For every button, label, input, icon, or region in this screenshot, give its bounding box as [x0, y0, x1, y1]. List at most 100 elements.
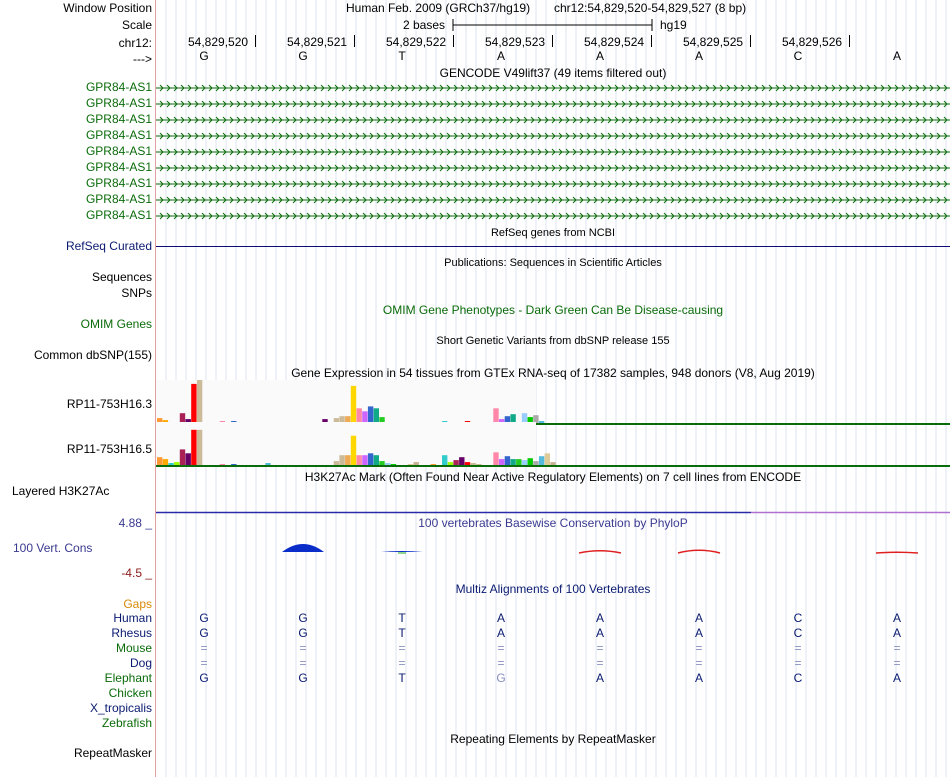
- gtex-tissue-bar[interactable]: [527, 417, 533, 423]
- species-label[interactable]: Dog: [129, 656, 152, 670]
- phylop-label[interactable]: 100 Vert. Cons: [13, 541, 93, 555]
- gtex-tissue-bar[interactable]: [476, 464, 482, 465]
- gtex-tissue-bar[interactable]: [533, 461, 539, 465]
- gencode-transcript-label[interactable]: GPR84-AS1: [85, 80, 152, 94]
- sequences-label[interactable]: Sequences: [91, 270, 152, 284]
- gtex-tissue-bar[interactable]: [544, 453, 550, 465]
- gencode-transcript-label[interactable]: GPR84-AS1: [85, 192, 152, 206]
- gtex-tissue-bar[interactable]: [162, 459, 169, 465]
- gtex-tissue-bar[interactable]: [162, 420, 169, 423]
- gtex-tissue-bar[interactable]: [379, 461, 385, 465]
- gtex-tissue-bar[interactable]: [390, 464, 397, 465]
- gtex-tissue-bar[interactable]: [157, 418, 163, 423]
- gtex-tissue-bar[interactable]: [356, 455, 362, 465]
- species-label[interactable]: Chicken: [108, 686, 152, 700]
- gencode-transcripts[interactable]: [156, 80, 950, 225]
- gtex-gene-label-2[interactable]: RP11-753H16.5: [66, 442, 152, 456]
- species-label[interactable]: Zebrafish: [101, 716, 152, 730]
- h3k27ac-label[interactable]: Layered H3K27Ac: [12, 484, 110, 498]
- gtex-tissue-bar[interactable]: [179, 449, 186, 465]
- gtex-tissue-bar[interactable]: [516, 459, 522, 465]
- gtex-tissue-bar[interactable]: [367, 453, 374, 465]
- gencode-transcript-label[interactable]: GPR84-AS1: [85, 128, 152, 142]
- dbsnp-label[interactable]: Common dbSNP(155): [33, 348, 152, 362]
- gtex-tissue-bar[interactable]: [333, 418, 340, 423]
- gtex-tissue-bar[interactable]: [196, 429, 203, 465]
- gtex-tissue-bar[interactable]: [504, 416, 511, 423]
- gencode-transcript-label[interactable]: GPR84-AS1: [85, 176, 152, 190]
- species-label[interactable]: Human: [113, 611, 152, 625]
- gtex-tissue-bar[interactable]: [407, 464, 414, 465]
- gtex-tissue-bar[interactable]: [373, 455, 379, 465]
- gencode-transcript-label[interactable]: GPR84-AS1: [85, 96, 152, 110]
- gtex-tissue-bar[interactable]: [504, 456, 511, 465]
- refseq-label[interactable]: RefSeq Curated: [65, 239, 152, 253]
- gtex-expression-chart[interactable]: [156, 380, 950, 470]
- gtex-tissue-bar[interactable]: [157, 457, 163, 465]
- gtex-tissue-bar[interactable]: [191, 383, 197, 423]
- phylop-track[interactable]: [156, 530, 950, 575]
- gtex-tissue-bar[interactable]: [196, 380, 203, 423]
- gtex-tissue-bar[interactable]: [385, 463, 391, 465]
- gtex-tissue-bar[interactable]: [447, 462, 454, 465]
- omim-label[interactable]: OMIM Genes: [80, 317, 152, 331]
- gtex-tissue-bar[interactable]: [533, 415, 539, 423]
- gtex-tissue-bar[interactable]: [339, 455, 345, 465]
- gtex-tissue-bar[interactable]: [362, 455, 368, 465]
- gtex-tissue-bar[interactable]: [185, 419, 191, 423]
- gtex-tissue-bar[interactable]: [367, 406, 374, 423]
- phylop-score-mark[interactable]: [578, 550, 622, 554]
- gtex-tissue-bar[interactable]: [538, 456, 545, 465]
- gtex-tissue-bar[interactable]: [493, 452, 499, 465]
- snps-label[interactable]: SNPs: [121, 286, 152, 300]
- gtex-tissue-bar[interactable]: [168, 463, 174, 465]
- gtex-tissue-bar[interactable]: [219, 464, 226, 465]
- phylop-score-mark[interactable]: [282, 544, 324, 552]
- gencode-transcript-label[interactable]: GPR84-AS1: [85, 160, 152, 174]
- gtex-tissue-bar[interactable]: [430, 464, 436, 465]
- gtex-tissue-bar[interactable]: [373, 408, 379, 423]
- phylop-score-mark[interactable]: [875, 551, 919, 554]
- gtex-tissue-bar[interactable]: [550, 462, 556, 465]
- gtex-tissue-bar[interactable]: [499, 459, 505, 465]
- gencode-transcript-label[interactable]: GPR84-AS1: [85, 112, 152, 126]
- gencode-transcript-label[interactable]: GPR84-AS1: [85, 144, 152, 158]
- gtex-tissue-bar[interactable]: [265, 463, 271, 465]
- gencode-transcript-label[interactable]: GPR84-AS1: [85, 208, 152, 222]
- gtex-tissue-bar[interactable]: [191, 429, 197, 465]
- gtex-tissue-bar[interactable]: [356, 408, 362, 423]
- gtex-tissue-bar[interactable]: [350, 385, 357, 423]
- gtex-tissue-bar[interactable]: [379, 417, 385, 423]
- gtex-tissue-bar[interactable]: [442, 455, 448, 465]
- gtex-tissue-bar[interactable]: [510, 414, 516, 423]
- phylop-score-mark[interactable]: [677, 549, 721, 554]
- species-label[interactable]: Mouse: [115, 641, 152, 655]
- gtex-tissue-bar[interactable]: [185, 453, 191, 465]
- repeatmasker-label[interactable]: RepeatMasker: [73, 746, 152, 760]
- gtex-tissue-bar[interactable]: [493, 408, 499, 423]
- gtex-tissue-bar[interactable]: [538, 421, 545, 423]
- gtex-tissue-bar[interactable]: [470, 463, 476, 465]
- gtex-tissue-bar[interactable]: [459, 457, 465, 465]
- gtex-tissue-bar[interactable]: [521, 460, 528, 465]
- gtex-tissue-bar[interactable]: [521, 413, 528, 423]
- gtex-tissue-bar[interactable]: [350, 435, 357, 465]
- gtex-tissue-bar[interactable]: [333, 461, 340, 465]
- gtex-tissue-bar[interactable]: [174, 462, 180, 465]
- gtex-tissue-bar[interactable]: [339, 416, 345, 423]
- refseq-gene-line[interactable]: [156, 245, 950, 248]
- gtex-tissue-bar[interactable]: [362, 411, 368, 423]
- phylop-score-mark[interactable]: [381, 551, 423, 552]
- gtex-gene-label-1[interactable]: RP11-753H16.3: [66, 397, 152, 411]
- gtex-tissue-bar[interactable]: [231, 464, 237, 465]
- gtex-tissue-bar[interactable]: [499, 419, 505, 423]
- h3k27ac-signal[interactable]: [156, 511, 950, 514]
- gaps-label[interactable]: Gaps: [123, 597, 152, 611]
- species-label[interactable]: Rhesus: [111, 626, 152, 640]
- gtex-tissue-bar[interactable]: [179, 413, 186, 423]
- gtex-tissue-bar[interactable]: [322, 419, 328, 423]
- gtex-tissue-bar[interactable]: [345, 455, 351, 465]
- gtex-tissue-bar[interactable]: [345, 416, 351, 423]
- species-label[interactable]: Elephant: [104, 671, 152, 685]
